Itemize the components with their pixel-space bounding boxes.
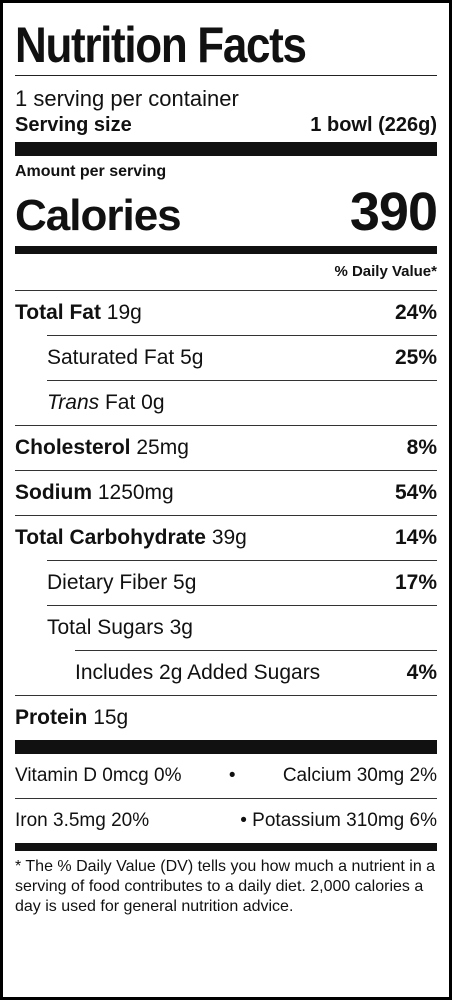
divider	[15, 798, 437, 799]
nutrient-row-total-sugars: Total Sugars 3g	[15, 606, 437, 650]
label-title: Nutrition Facts	[15, 17, 307, 73]
nutrient-label: Saturated Fat 5g	[47, 346, 204, 369]
nutrient-label: Dietary Fiber 5g	[47, 571, 197, 594]
nutrient-label: Total Sugars 3g	[47, 616, 193, 639]
divider	[15, 425, 437, 426]
vitamin-row-2: Iron 3.5mg 20% • Potassium 310mg 6%	[15, 799, 437, 843]
nutrient-amount: 25mg	[136, 436, 189, 459]
nutrient-row-protein: Protein 15g	[15, 696, 437, 740]
amount-per-serving: Amount per serving	[15, 163, 167, 180]
bullet: •	[228, 765, 236, 786]
nutrient-row-total-carbohydrate: Total Carbohydrate 39g 14%	[15, 516, 437, 560]
nutrient-dv: 17%	[394, 571, 437, 594]
nutrient-amount: 39g	[211, 526, 247, 549]
nutrient-label: Total Fat	[15, 301, 101, 324]
nutrient-dv: 24%	[394, 301, 437, 324]
potassium: Potassium 310mg 6%	[252, 810, 437, 831]
divider	[15, 470, 437, 471]
divider	[15, 515, 437, 516]
nutrient-row-sodium: Sodium 1250mg 54%	[15, 471, 437, 515]
nutrient-dv: 54%	[394, 481, 437, 504]
thick-divider	[15, 142, 437, 156]
nutrient-dv: 25%	[394, 346, 437, 369]
nutrient-row-added-sugars: Includes 2g Added Sugars 4%	[15, 651, 437, 695]
nutrient-dv: 4%	[406, 661, 437, 684]
divider	[47, 605, 437, 606]
nutrient-dv: 8%	[406, 436, 437, 459]
calories-label: Calories	[15, 191, 182, 240]
divider	[15, 75, 437, 76]
nutrient-amount: 19g	[106, 301, 142, 324]
vitamin-d: Vitamin D 0mcg 0%	[15, 765, 182, 786]
serving-size-row: Serving size 1 bowl (226g)	[15, 112, 437, 138]
footnote: * The % Daily Value (DV) tells you how m…	[15, 857, 437, 917]
nutrient-dv: 14%	[394, 526, 437, 549]
divider	[75, 650, 437, 651]
nutrient-label: Fat 0g	[104, 391, 165, 414]
medium-divider	[15, 246, 437, 254]
daily-value-header-text: % Daily Value*	[334, 263, 437, 280]
divider	[15, 695, 437, 696]
divider	[47, 560, 437, 561]
nutrient-label: Cholesterol	[15, 436, 131, 459]
serving-size-value: 1 bowl (226g)	[310, 114, 437, 136]
nutrient-label: Protein	[15, 706, 88, 729]
calcium: Calcium 30mg 2%	[282, 765, 437, 786]
nutrient-amount: 1250mg	[97, 481, 174, 504]
servings-per-container: 1 serving per container	[15, 86, 239, 111]
nutrient-label: Includes 2g Added Sugars	[75, 661, 321, 684]
nutrient-label-italic: Trans	[47, 391, 100, 414]
divider	[15, 290, 437, 291]
medium-divider	[15, 843, 437, 851]
nutrient-amount: 15g	[93, 706, 129, 729]
nutrient-row-saturated-fat: Saturated Fat 5g 25%	[15, 336, 437, 380]
daily-value-header: % Daily Value*	[15, 254, 437, 290]
nutrient-label: Total Carbohydrate	[15, 526, 206, 549]
bullet: •	[240, 810, 247, 831]
nutrient-row-dietary-fiber: Dietary Fiber 5g 17%	[15, 561, 437, 605]
nutrient-row-cholesterol: Cholesterol 25mg 8%	[15, 426, 437, 470]
calories-value: 390	[349, 182, 438, 242]
calories-row: Calories 390	[15, 182, 438, 246]
iron: Iron 3.5mg 20%	[15, 810, 150, 831]
footnote-text: The % Daily Value (DV) tells you how muc…	[15, 858, 436, 915]
divider	[47, 380, 437, 381]
footnote-star: *	[15, 858, 22, 875]
nutrient-row-trans-fat: Trans Fat 0g	[15, 381, 437, 425]
nutrient-label: Sodium	[15, 481, 92, 504]
divider	[47, 335, 437, 336]
nutrient-row-total-fat: Total Fat 19g 24%	[15, 291, 437, 335]
vitamin-row-1: Vitamin D 0mcg 0% • Calcium 30mg 2%	[15, 754, 437, 798]
thick-divider	[15, 740, 437, 754]
serving-size-label: Serving size	[15, 114, 132, 136]
